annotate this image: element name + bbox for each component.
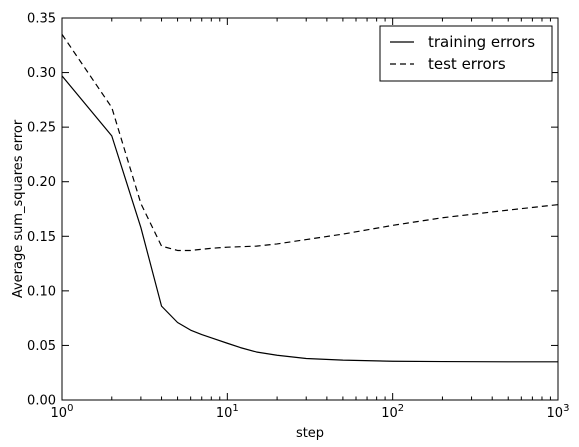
y-tick-label: 0.10	[27, 284, 56, 299]
plot-frame	[61, 17, 559, 401]
y-tick-label: 0.20	[27, 175, 56, 190]
legend-label-training-errors: training errors	[428, 33, 535, 51]
y-tick-label: 0.00	[27, 394, 56, 409]
legend: training errors test errors	[379, 25, 553, 82]
x-axis-label: step	[296, 426, 324, 441]
x-tick-label: 101	[216, 403, 239, 421]
y-tick-label: 0.15	[27, 230, 56, 245]
series-line-test-errors	[61, 34, 559, 252]
legend-label-test-errors: test errors	[428, 55, 506, 73]
x-tick-label: 102	[381, 403, 404, 421]
y-tick-label: 0.35	[27, 12, 56, 27]
x-tick-label: 100	[51, 403, 74, 421]
y-tick-label: 0.05	[27, 339, 56, 354]
y-axis-label: Average sum_squares error	[11, 119, 26, 298]
y-tick-label: 0.30	[27, 66, 56, 81]
y-tick-label: 0.25	[27, 121, 56, 136]
y-axis-ticks: 0.00 0.05 0.10 0.15 0.20 0.25 0.30 0.35	[27, 12, 558, 409]
legend-box	[379, 25, 553, 82]
series-layer	[61, 34, 559, 363]
series-line-training-errors	[61, 75, 558, 363]
x-tick-label: 103	[547, 403, 570, 421]
